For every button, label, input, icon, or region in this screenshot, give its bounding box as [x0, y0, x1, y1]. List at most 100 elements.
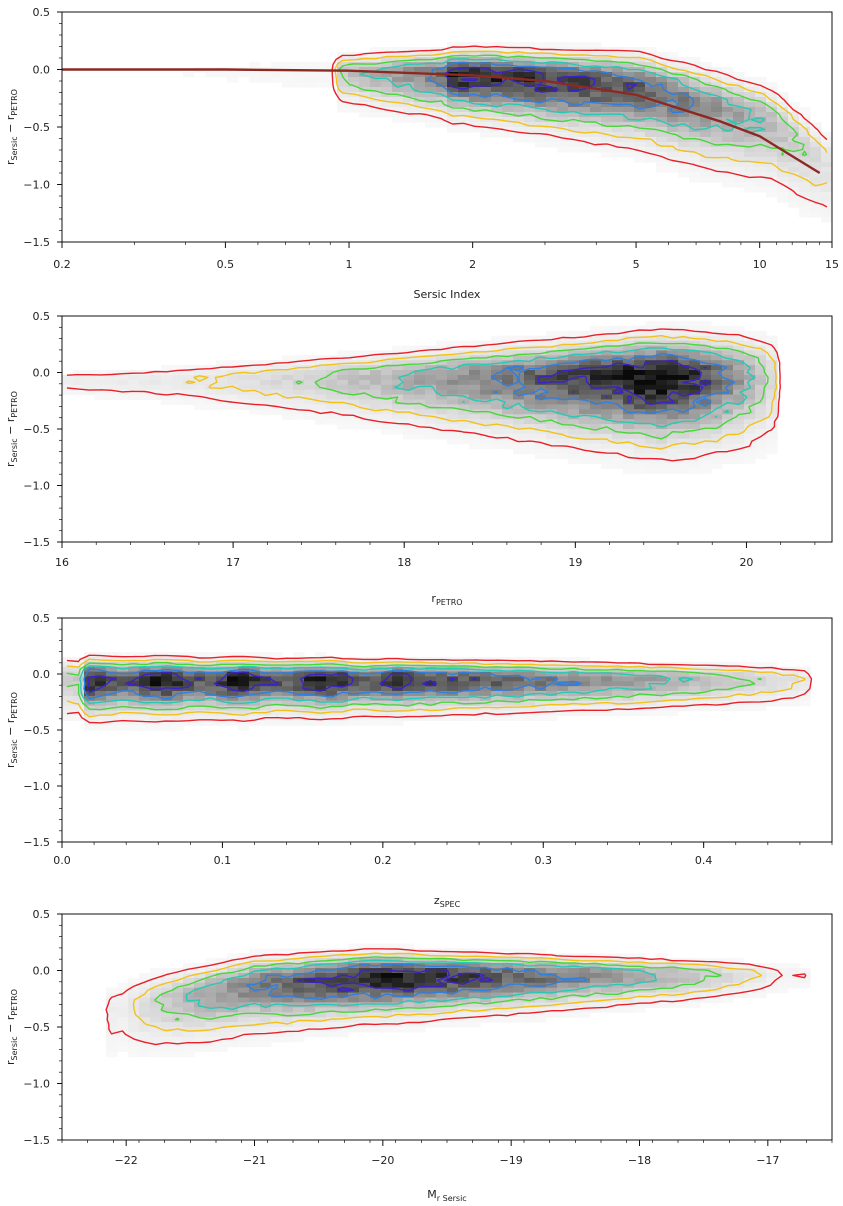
density-cell — [348, 1027, 360, 1033]
density-cell — [557, 404, 569, 410]
density-cell — [392, 943, 404, 949]
density-cell — [678, 97, 690, 103]
density-cell — [656, 157, 668, 163]
density-cell — [425, 414, 437, 420]
density-cell — [150, 710, 162, 716]
density-cell — [293, 399, 305, 405]
density-cell — [645, 695, 657, 702]
density-cell — [194, 1046, 206, 1053]
density-cell — [326, 676, 338, 682]
density-cell — [821, 217, 832, 223]
density-cell — [524, 948, 536, 954]
density-cell — [117, 695, 129, 702]
density-cell — [150, 1002, 162, 1008]
density-cell — [172, 375, 184, 381]
density-cell — [392, 375, 404, 381]
density-cell — [612, 142, 624, 148]
density-cell — [766, 177, 778, 183]
density-cell — [722, 424, 734, 430]
contour-level-6 — [86, 671, 477, 694]
density-cell — [381, 52, 393, 58]
density-cell — [744, 429, 756, 435]
density-cell — [645, 127, 657, 133]
density-cell — [150, 1022, 162, 1028]
density-cell — [700, 419, 712, 425]
density-cell — [447, 77, 459, 83]
density-cell — [722, 671, 734, 678]
density-cell — [282, 968, 294, 974]
density-cell — [348, 720, 360, 726]
density-cell — [249, 77, 261, 83]
density-cell — [755, 424, 767, 430]
density-cell — [612, 112, 624, 118]
density-cell — [381, 72, 393, 78]
density-cell — [755, 681, 767, 687]
density-cell — [733, 409, 745, 415]
density-cell — [491, 340, 503, 347]
density-cell — [161, 1036, 173, 1043]
density-cell — [766, 132, 778, 138]
density-cell — [161, 394, 173, 401]
density-cell — [447, 345, 459, 351]
density-cell — [502, 691, 514, 697]
density-cell — [634, 72, 646, 78]
density-cell — [293, 389, 305, 396]
density-cell — [535, 404, 547, 410]
density-cell — [590, 458, 602, 464]
density-cell — [755, 384, 767, 391]
density-cell — [480, 97, 492, 103]
density-cell — [535, 666, 547, 673]
density-cell — [645, 992, 657, 999]
density-cell — [645, 102, 657, 108]
density-cell — [678, 112, 690, 118]
density-cell — [634, 661, 646, 668]
density-cell — [436, 977, 448, 984]
density-cell — [645, 379, 657, 386]
density-cell — [161, 1031, 173, 1038]
density-cell — [744, 661, 756, 668]
density-cell — [447, 1012, 459, 1018]
density-cell — [161, 1051, 173, 1058]
density-cell — [205, 968, 217, 974]
density-cell — [634, 429, 646, 435]
density-cell — [656, 112, 668, 118]
density-cell — [634, 379, 646, 386]
density-cell — [271, 62, 283, 68]
density-cell — [579, 458, 591, 464]
density-cell — [359, 1012, 371, 1018]
density-cell — [392, 77, 404, 83]
density-cell — [557, 710, 569, 716]
density-cell — [304, 695, 316, 702]
density-cell — [711, 102, 723, 108]
density-cell — [623, 992, 635, 999]
density-cell — [480, 384, 492, 391]
density-cell — [579, 102, 591, 108]
density-cell — [227, 671, 239, 678]
density-cell — [216, 691, 228, 697]
density-cell — [480, 433, 492, 440]
density-cell — [469, 948, 481, 954]
x-axis-label: rPETRO — [431, 592, 462, 607]
density-cell — [436, 384, 448, 391]
density-cell — [381, 370, 393, 376]
density-cell — [513, 340, 525, 347]
x-axis-label: Sersic Index — [414, 288, 481, 301]
density-cell — [535, 700, 547, 707]
density-cell — [425, 375, 437, 381]
density-cell — [403, 67, 415, 73]
density-cell — [249, 389, 261, 396]
density-cell — [172, 370, 184, 376]
density-cell — [755, 137, 767, 143]
density-cell — [568, 695, 580, 702]
density-cell — [678, 320, 690, 327]
density-cell — [282, 62, 294, 68]
density-cell — [117, 375, 129, 381]
density-cell — [601, 661, 613, 668]
density-cell — [546, 710, 558, 716]
density-cell — [194, 394, 206, 401]
density-cell — [403, 992, 415, 999]
density-cell — [227, 1017, 239, 1023]
density-cell — [73, 715, 85, 721]
density-cell — [227, 720, 239, 726]
density-cell — [645, 973, 657, 979]
